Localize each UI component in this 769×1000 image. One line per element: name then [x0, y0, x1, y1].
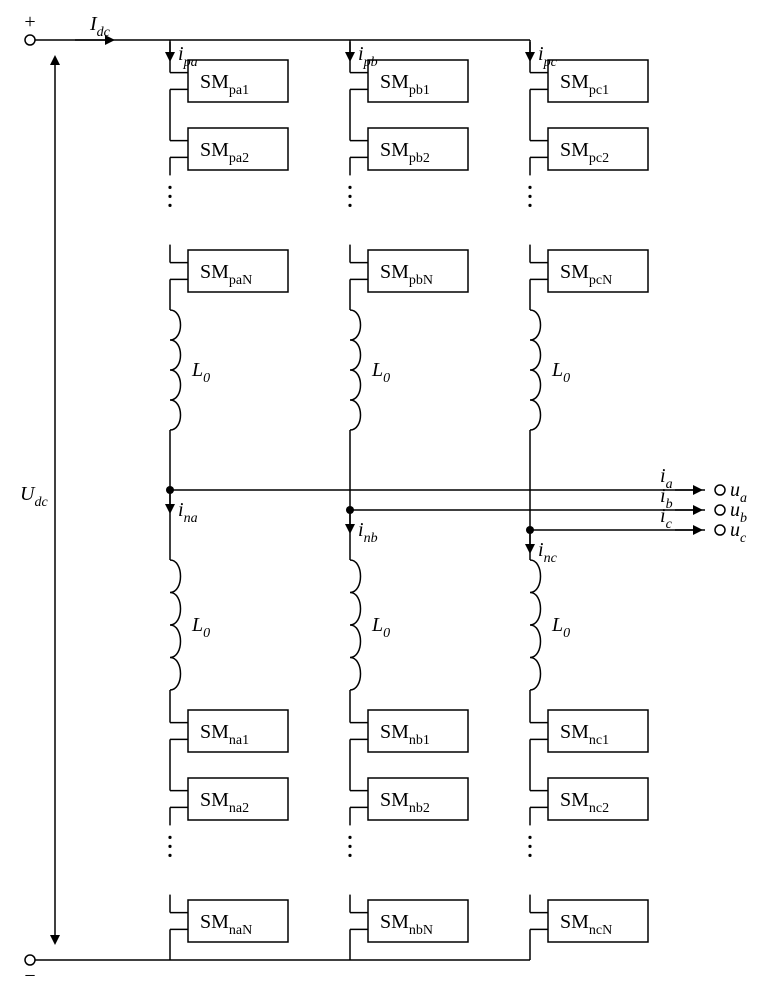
svg-text:SMnc1: SMnc1 — [560, 721, 609, 748]
svg-text:+: + — [24, 11, 35, 33]
svg-text:SMpbN: SMpbN — [380, 261, 433, 288]
svg-text:SMnb2: SMnb2 — [380, 789, 430, 816]
svg-text:SMnaN: SMnaN — [200, 911, 252, 938]
svg-text:SMpa1: SMpa1 — [200, 71, 249, 98]
svg-text:SMnb1: SMnb1 — [380, 721, 430, 748]
svg-text:inb: inb — [358, 519, 378, 546]
svg-text:inc: inc — [538, 539, 558, 566]
svg-text:SMncN: SMncN — [560, 911, 612, 938]
svg-text:SMpb1: SMpb1 — [380, 71, 430, 98]
svg-text:SMna2: SMna2 — [200, 789, 249, 816]
svg-text:L0: L0 — [371, 614, 390, 641]
svg-text:SMnc2: SMnc2 — [560, 789, 609, 816]
svg-text:SMpb2: SMpb2 — [380, 139, 430, 166]
svg-text:L0: L0 — [191, 614, 210, 641]
svg-text:L0: L0 — [551, 614, 570, 641]
svg-text:SMpaN: SMpaN — [200, 261, 252, 288]
svg-text:SMnbN: SMnbN — [380, 911, 433, 938]
svg-text:SMpc1: SMpc1 — [560, 71, 609, 98]
svg-text:Idc: Idc — [89, 13, 111, 40]
svg-text:SMpcN: SMpcN — [560, 261, 612, 288]
svg-text:SMpa2: SMpa2 — [200, 139, 249, 166]
svg-text:SMna1: SMna1 — [200, 721, 249, 748]
svg-text:Udc: Udc — [20, 483, 48, 510]
svg-text:ina: ina — [178, 499, 198, 526]
svg-text:SMpc2: SMpc2 — [560, 139, 609, 166]
svg-text:L0: L0 — [551, 359, 570, 386]
svg-text:L0: L0 — [371, 359, 390, 386]
svg-text:L0: L0 — [191, 359, 210, 386]
svg-text:−: − — [24, 965, 35, 987]
